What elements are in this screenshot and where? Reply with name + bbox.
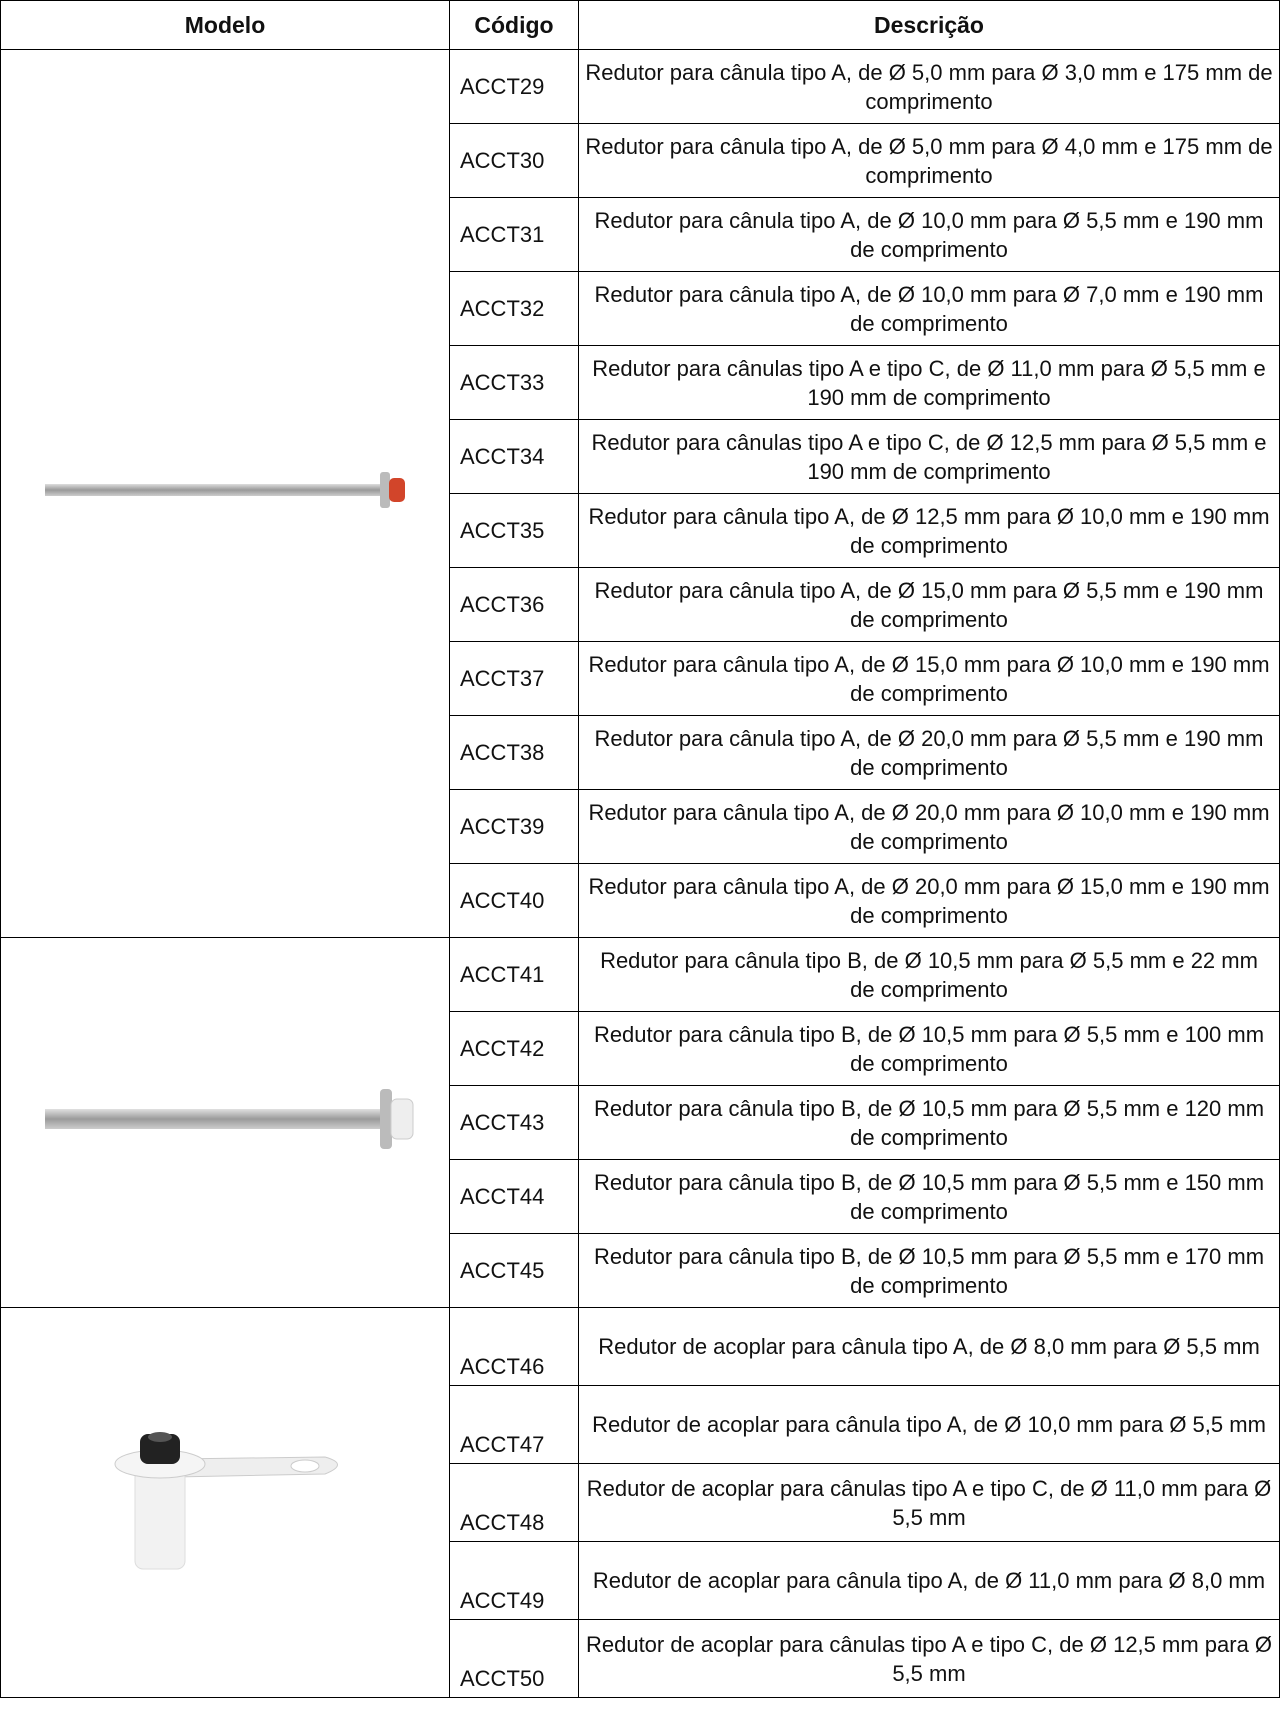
description-cell: Redutor para cânula tipo A, de Ø 20,0 mm… [578,863,1280,938]
code-cell: ACCT41 [449,937,579,1012]
header-cell: Código [449,0,579,50]
table-row: ACCT37 Redutor para cânula tipo A, de Ø 1… [1,641,1280,716]
code-cell: ACCT42 [449,1011,579,1086]
code-cell: ACCT38 [449,715,579,790]
description-cell: Redutor para cânula tipo B, de Ø 10,5 mm… [578,1233,1280,1308]
code-cell: ACCT39 [449,789,579,864]
description-cell: Redutor para cânula tipo A, de Ø 20,0 mm… [578,789,1280,864]
table-row: ACCT31 Redutor para cânula tipo A, de Ø 1… [1,197,1280,272]
description-cell: Redutor para cânula tipo B, de Ø 10,5 mm… [578,937,1280,1012]
description-cell: Redutor de acoplar para cânula tipo A, d… [578,1385,1280,1464]
table-row: ACCT50 Redutor de acoplar para cânulas ti… [1,1619,1280,1698]
table-row: ACCT47 Redutor de acoplar para cânula tip… [1,1385,1280,1464]
table-row: ACCT35 Redutor para cânula tipo A, de Ø 1… [1,493,1280,568]
code-cell: ACCT36 [449,567,579,642]
code-cell: ACCT35 [449,493,579,568]
code-cell: ACCT49 [449,1541,579,1620]
description-cell: Redutor de acoplar para cânulas tipo A e… [578,1463,1280,1542]
description-cell: Redutor para cânula tipo A, de Ø 20,0 mm… [578,715,1280,790]
description-cell: Redutor de acoplar para cânulas tipo A e… [578,1619,1280,1698]
table-row: ACCT49 Redutor de acoplar para cânula tip… [1,1541,1280,1620]
description-cell: Redutor para cânula tipo A, de Ø 12,5 mm… [578,493,1280,568]
header-cell: Descrição [578,0,1280,50]
code-cell: ACCT30 [449,123,579,198]
description-cell: Redutor para cânula tipo A, de Ø 15,0 mm… [578,641,1280,716]
code-cell: ACCT32 [449,271,579,346]
table-row: ACCT45 Redutor para cânula tipo B, de Ø 1… [1,1233,1280,1308]
table-row: ACCT40 Redutor para cânula tipo A, de Ø 2… [1,863,1280,938]
table-row: ACCT39 Redutor para cânula tipo A, de Ø 2… [1,789,1280,864]
description-cell: Redutor para cânula tipo A, de Ø 15,0 mm… [578,567,1280,642]
code-cell: ACCT33 [449,345,579,420]
description-cell: Redutor para cânula tipo A, de Ø 5,0 mm … [578,49,1280,124]
table-row: ACCT41 Redutor para cânula tipo B, de Ø 1… [0,937,1280,1308]
description-cell: Redutor para cânulas tipo A e tipo C, de… [578,419,1280,494]
table-row: ACCT33 Redutor para cânulas tipo A e tipo… [1,345,1280,420]
code-cell: ACCT45 [449,1233,579,1308]
code-cell: ACCT44 [449,1159,579,1234]
table-row: ACCT44 Redutor para cânula tipo B, de Ø 1… [1,1159,1280,1234]
table-row: ACCT38 Redutor para cânula tipo A, de Ø 2… [1,715,1280,790]
description-cell: Redutor para cânula tipo A, de Ø 10,0 mm… [578,197,1280,272]
description-cell: Redutor para cânula tipo B, de Ø 10,5 mm… [578,1085,1280,1160]
model-cell [0,1307,450,1698]
description-cell: Redutor para cânula tipo B, de Ø 10,5 mm… [578,1159,1280,1234]
code-cell: ACCT34 [449,419,579,494]
description-cell: Redutor para cânulas tipo A e tipo C, de… [578,345,1280,420]
product-image [45,1089,414,1149]
code-cell: ACCT29 [449,49,579,124]
model-cell [0,937,450,1308]
product-image [114,1432,338,1570]
table-row: ACCT30 Redutor para cânula tipo A, de Ø 5… [1,123,1280,198]
model-cell [0,49,450,938]
code-cell: ACCT50 [449,1619,579,1698]
table-body: ACCT29 Redutor para cânula tipo A, de Ø 5… [0,49,1280,1698]
code-cell: ACCT37 [449,641,579,716]
table-row: ACCT36 Redutor para cânula tipo A, de Ø 1… [1,567,1280,642]
code-cell: ACCT48 [449,1463,579,1542]
table-row: ACCT43 Redutor para cânula tipo B, de Ø 1… [1,1085,1280,1160]
code-cell: ACCT40 [449,863,579,938]
code-cell: ACCT31 [449,197,579,272]
table-row: ACCT48 Redutor de acoplar para cânulas ti… [1,1463,1280,1542]
product-image [45,472,405,508]
description-cell: Redutor para cânula tipo B, de Ø 10,5 mm… [578,1011,1280,1086]
table-row: ACCT42 Redutor para cânula tipo B, de Ø 1… [1,1011,1280,1086]
description-cell: Redutor para cânula tipo A, de Ø 10,0 mm… [578,271,1280,346]
table-row: ACCT32 Redutor para cânula tipo A, de Ø 1… [1,271,1280,346]
description-cell: Redutor de acoplar para cânula tipo A, d… [578,1307,1280,1386]
table-row: ACCT34 Redutor para cânulas tipo A e tipo… [1,419,1280,494]
description-cell: Redutor de acoplar para cânula tipo A, d… [578,1541,1280,1620]
header-cell: Modelo [0,0,450,50]
code-cell: ACCT46 [449,1307,579,1386]
table-row: ACCT46 Redutor de acoplar para cânula tip… [0,1307,1280,1698]
table-row: ACCT29 Redutor para cânula tipo A, de Ø 5… [0,49,1280,938]
header-row: Modelo Código Descrição [0,0,1280,50]
code-cell: ACCT43 [449,1085,579,1160]
code-cell: ACCT47 [449,1385,579,1464]
description-cell: Redutor para cânula tipo A, de Ø 5,0 mm … [578,123,1280,198]
